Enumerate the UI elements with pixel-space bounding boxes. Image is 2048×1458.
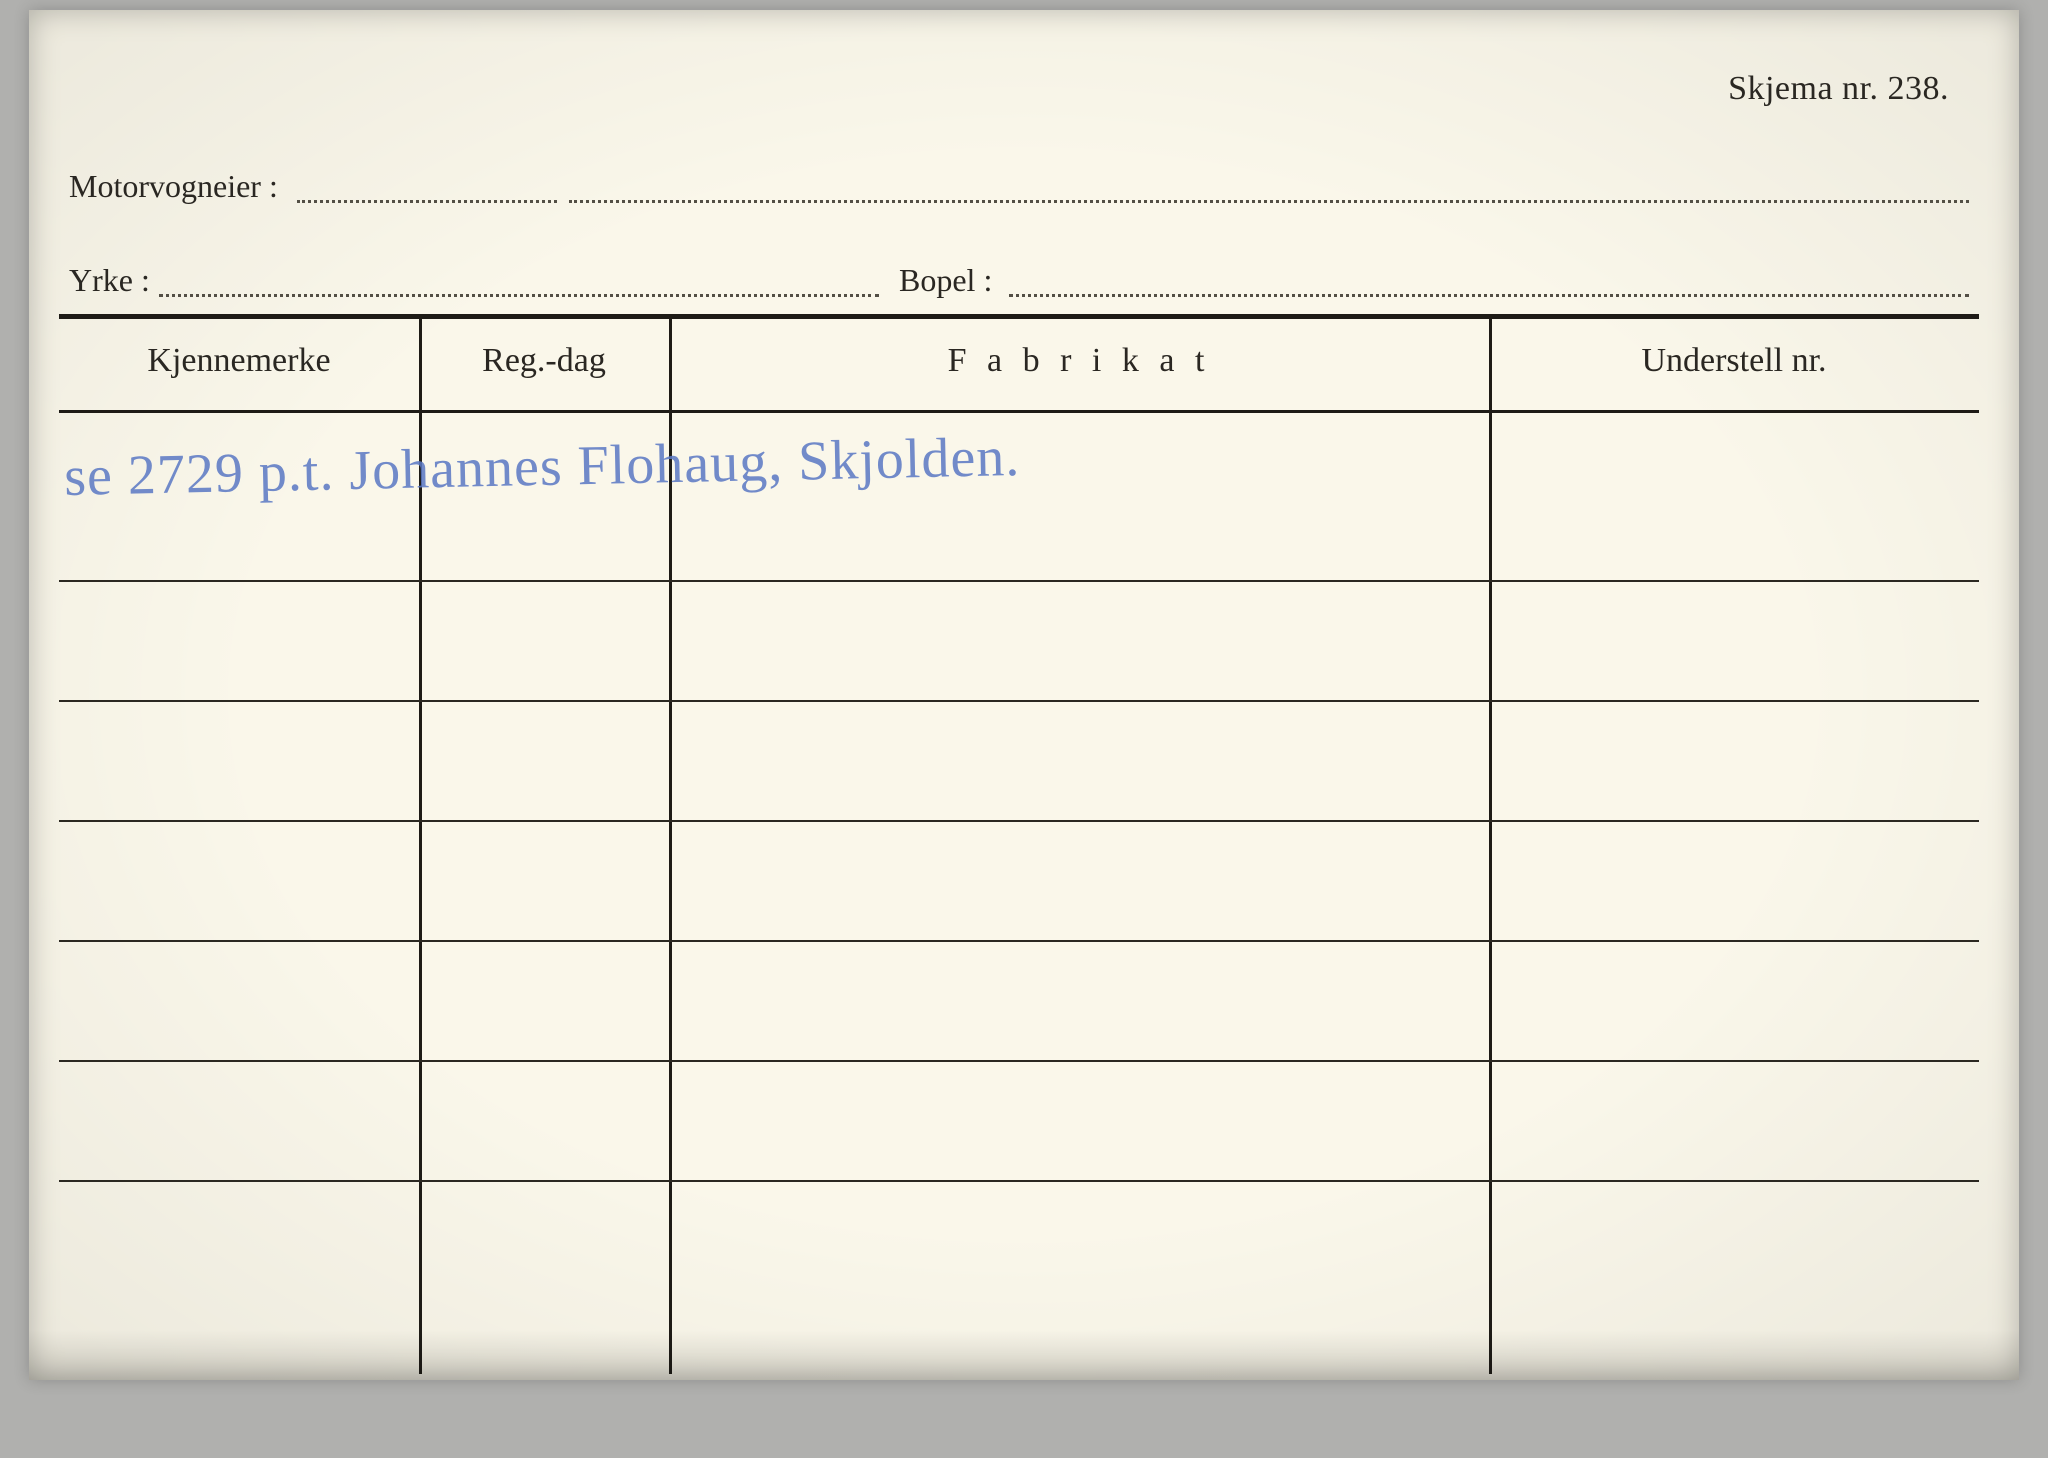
table-row-line bbox=[59, 580, 1979, 582]
column-header-fabrikat: F a b r i k a t bbox=[669, 342, 1489, 380]
dotted-line bbox=[297, 200, 557, 203]
table-header-rule bbox=[59, 410, 1979, 413]
form-number: Skjema nr. 238. bbox=[1728, 70, 1949, 108]
label-bopel: Bopel : bbox=[899, 262, 992, 299]
handwritten-entry: se 2729 p.t. Johannes Flohaug, Skjolden. bbox=[64, 405, 1970, 509]
table-row-line bbox=[59, 1180, 1979, 1182]
label-yrke: Yrke : bbox=[69, 262, 150, 299]
dotted-line bbox=[1009, 294, 1969, 297]
table-row-line bbox=[59, 940, 1979, 942]
page-shadow bbox=[29, 1330, 2019, 1380]
table-row-line bbox=[59, 1060, 1979, 1062]
dotted-line bbox=[569, 200, 1969, 203]
registration-card: Skjema nr. 238. Motorvogneier : Yrke : B… bbox=[29, 10, 2019, 1380]
dotted-line bbox=[159, 294, 879, 297]
label-motorvogneier: Motorvogneier : bbox=[69, 168, 278, 205]
column-separator bbox=[419, 314, 422, 1374]
table-row-line bbox=[59, 700, 1979, 702]
column-header-understell: Understell nr. bbox=[1489, 342, 1979, 380]
column-separator bbox=[669, 314, 672, 1374]
column-separator bbox=[1489, 314, 1492, 1374]
column-header-kjennemerke: Kjennemerke bbox=[59, 342, 419, 380]
column-header-regdag: Reg.-dag bbox=[419, 342, 669, 380]
table-top-rule bbox=[59, 314, 1979, 319]
table-row-line bbox=[59, 820, 1979, 822]
